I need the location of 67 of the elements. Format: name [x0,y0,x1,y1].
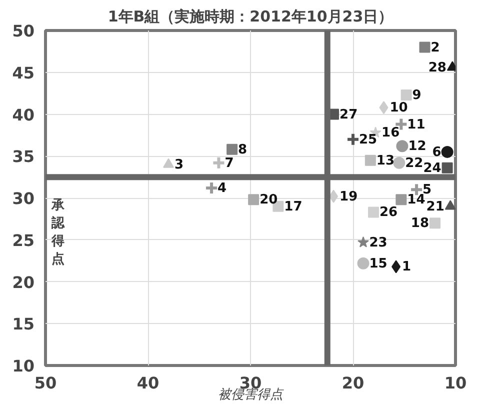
point [444,200,456,210]
point [357,257,370,270]
series-label: 27 [340,107,358,122]
chart-title: 1年B組（実施時期：2012年10月23日） [108,8,394,26]
series-label: 9 [412,88,422,103]
series-label: 2 [430,40,440,56]
point [393,156,406,169]
x-axis-title: 被侵害得点 [218,386,284,402]
point [442,162,453,174]
point [163,158,174,168]
point [248,194,260,206]
series-label: 6 [432,144,442,160]
series-label: 10 [390,100,408,116]
series-label: 12 [408,139,426,154]
series-label: 22 [405,156,424,171]
series-label: 4 [218,180,227,196]
point [441,146,454,158]
series-label: 15 [369,256,388,272]
series-label: 13 [376,153,395,168]
y-tick-label: 10 [12,356,34,376]
series-label: 16 [382,126,400,141]
y-tick-label: 20 [12,272,34,292]
x-tick-label: 20 [342,374,364,392]
y-axis-title: 承認得点 [50,198,66,267]
series-label: 26 [380,205,398,220]
point [400,89,412,100]
series-label: 5 [422,182,432,198]
point [379,101,388,114]
point [368,206,379,218]
y-tick-label: 15 [12,314,34,334]
point [226,144,238,155]
point [212,156,226,170]
series-label: 28 [428,60,446,76]
point [430,218,440,229]
series-label: 24 [423,160,442,176]
series-label: 3 [174,158,184,172]
point [396,194,407,206]
point [329,190,338,203]
y-tick-label: 30 [12,189,34,208]
x-tick-label: 50 [34,374,57,392]
x-tick-label: 10 [444,374,467,392]
point [346,132,360,146]
x-tick-label: 40 [136,374,160,392]
y-tick-label: 45 [12,63,34,82]
series-label: 11 [407,117,426,132]
series-label: 7 [224,156,234,171]
point [204,180,219,195]
series-label: 14 [407,192,426,208]
y-tick-label: 35 [12,147,34,166]
series-label: 23 [369,235,388,250]
series-label: 19 [340,189,358,204]
series-label: 1 [402,260,412,275]
point [396,140,408,152]
series-label: 17 [284,199,302,214]
series-label: 8 [238,142,248,158]
point [446,61,456,71]
point [419,42,430,53]
y-tick-label: 25 [12,230,34,250]
point [364,154,376,166]
point [392,260,401,274]
series-label: 18 [410,216,430,232]
series-label: 21 [426,199,444,214]
y-tick-label: 50 [12,22,34,40]
point [358,236,369,248]
series-label: 20 [260,192,278,208]
y-tick-label: 40 [12,105,34,124]
series-label: 25 [359,132,378,148]
